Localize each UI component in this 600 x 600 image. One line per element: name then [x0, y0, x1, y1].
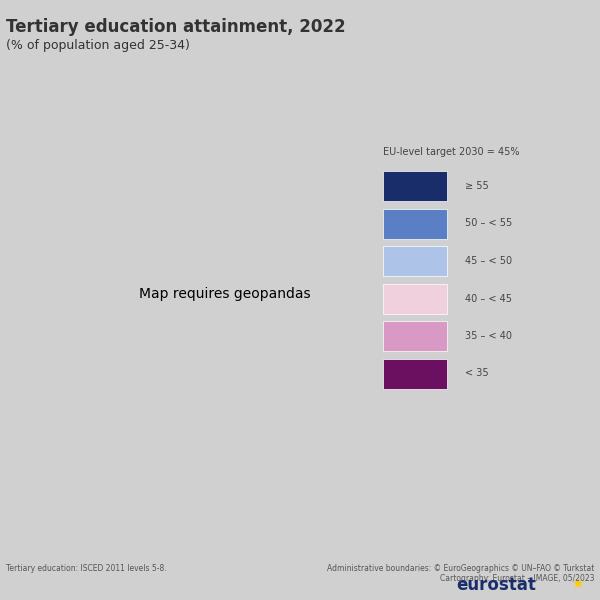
Text: 40 – < 45: 40 – < 45	[466, 293, 512, 304]
Text: EU-level target 2030 = 45%: EU-level target 2030 = 45%	[383, 147, 520, 157]
FancyBboxPatch shape	[383, 321, 447, 351]
Text: 50 – < 55: 50 – < 55	[466, 218, 513, 229]
FancyBboxPatch shape	[383, 208, 447, 238]
FancyBboxPatch shape	[383, 246, 447, 276]
Text: eurostat: eurostat	[456, 576, 536, 594]
Text: (% of population aged 25-34): (% of population aged 25-34)	[6, 39, 190, 52]
Text: 45 – < 50: 45 – < 50	[466, 256, 512, 266]
Text: Tertiary education attainment, 2022: Tertiary education attainment, 2022	[6, 18, 346, 36]
Text: Map requires geopandas: Map requires geopandas	[139, 287, 311, 301]
FancyBboxPatch shape	[383, 171, 447, 201]
FancyBboxPatch shape	[383, 358, 447, 389]
Text: Administrative boundaries: © EuroGeographics © UN–FAO © Turkstat
Cartography: Eu: Administrative boundaries: © EuroGeograp…	[326, 564, 594, 583]
Text: 35 – < 40: 35 – < 40	[466, 331, 512, 341]
Text: Tertiary education: ISCED 2011 levels 5-8.: Tertiary education: ISCED 2011 levels 5-…	[6, 564, 167, 573]
Text: < 35: < 35	[466, 368, 489, 379]
Text: ≥ 55: ≥ 55	[466, 181, 489, 191]
Text: ★: ★	[571, 577, 584, 590]
FancyBboxPatch shape	[383, 283, 447, 313]
